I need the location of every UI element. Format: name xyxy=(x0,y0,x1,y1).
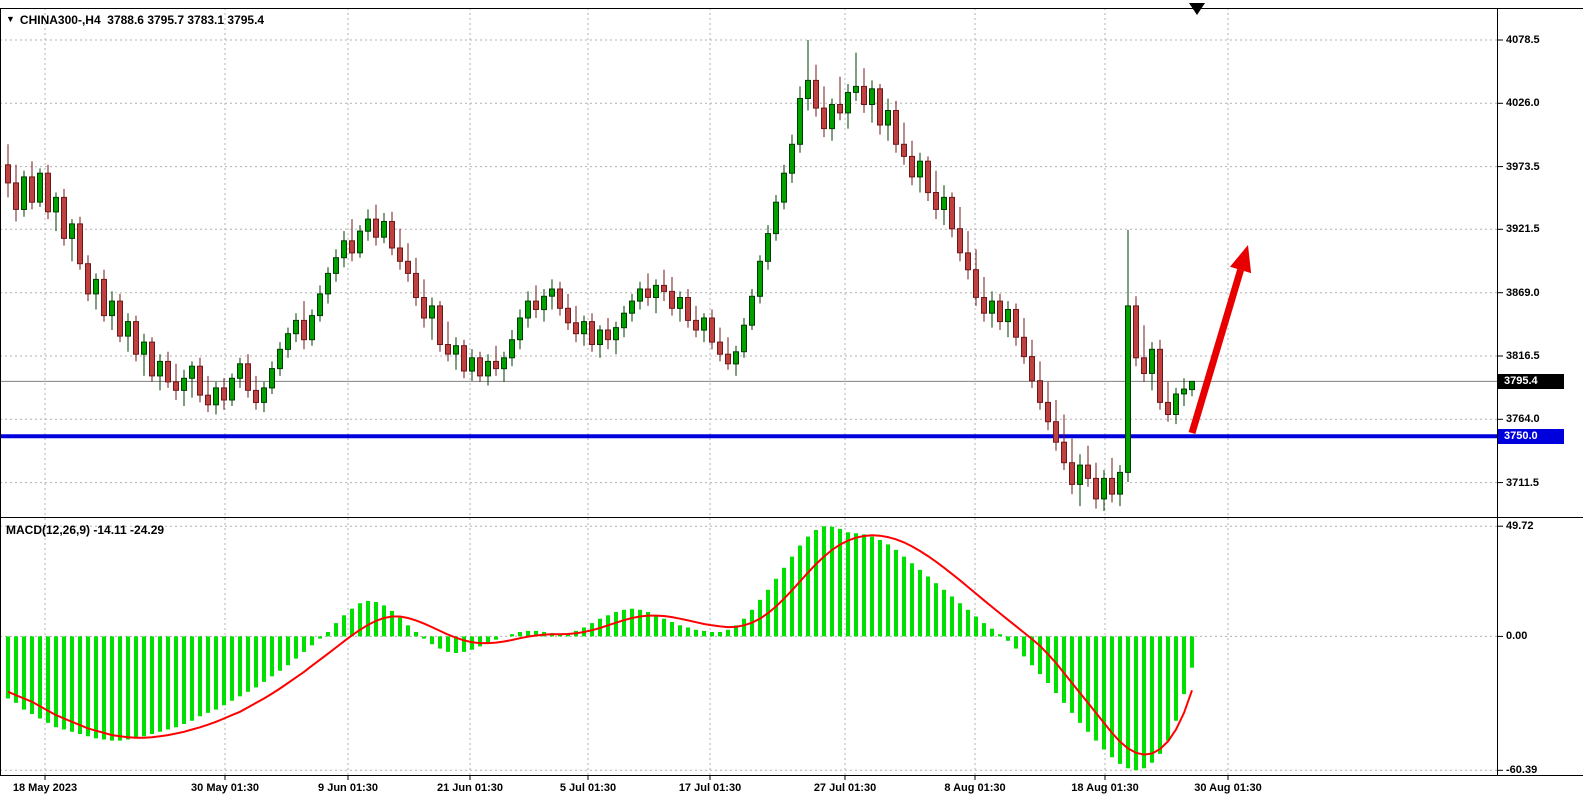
macd-axis-label: 0.00 xyxy=(1506,630,1528,643)
macd-axis-label: 49.72 xyxy=(1506,520,1534,533)
chart-shift-marker-icon[interactable] xyxy=(1189,3,1205,15)
time-axis-label: 8 Aug 01:30 xyxy=(944,782,1006,794)
macd-axis-label: -60.39 xyxy=(1506,764,1538,777)
chart-borders xyxy=(0,8,1583,780)
time-axis-label: 21 Jun 01:30 xyxy=(436,782,504,794)
time-axis-label: 17 Jul 01:30 xyxy=(678,782,742,794)
price-axis-label: 3973.5 xyxy=(1506,160,1540,173)
macd-signal-line xyxy=(7,534,1193,756)
symbol-ohlc-label: ▼ CHINA300-,H4 3788.6 3795.7 3783.1 3795… xyxy=(6,13,264,27)
symbol-ohlc-text: CHINA300-,H4 3788.6 3795.7 3783.1 3795.4 xyxy=(19,13,265,27)
price-axis-label: 4078.5 xyxy=(1506,33,1540,46)
macd-indicator-label: MACD(12,26,9) -14.11 -24.29 xyxy=(6,523,165,537)
price-axis-label: 3869.0 xyxy=(1506,286,1540,299)
time-axis-label: 30 Aug 01:30 xyxy=(1194,782,1262,794)
candlesticks xyxy=(5,40,1195,511)
time-axis-label: 30 May 01:30 xyxy=(191,782,259,794)
price-axis-label: 4026.0 xyxy=(1506,97,1540,110)
symbol-dropdown-icon[interactable]: ▼ xyxy=(6,14,15,24)
time-axis-label: 27 Jul 01:30 xyxy=(813,782,877,794)
price-axis-label: 3816.5 xyxy=(1506,349,1540,362)
time-axis-label: 5 Jul 01:30 xyxy=(559,782,617,794)
price-axis-label: 3921.5 xyxy=(1506,223,1540,236)
up-trend-arrow[interactable] xyxy=(1188,245,1252,434)
price-axis-label: 3764.0 xyxy=(1506,413,1540,426)
time-axis-label: 18 Aug 01:30 xyxy=(1071,782,1139,794)
macd-histogram xyxy=(6,526,1194,771)
time-axis-label: 18 May 2023 xyxy=(12,782,78,794)
price-axis-label: 3711.5 xyxy=(1506,476,1540,489)
support-level-badge: 3750.0 xyxy=(1498,428,1564,444)
time-axis-label: 9 Jun 01:30 xyxy=(318,782,378,794)
current-price-badge: 3795.4 xyxy=(1498,373,1564,389)
